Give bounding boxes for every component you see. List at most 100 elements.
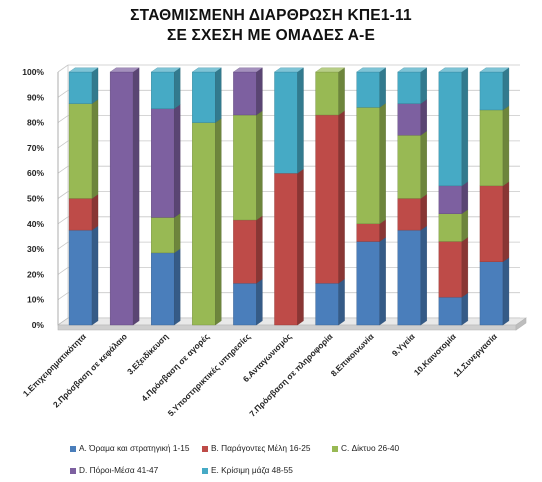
bar-stack — [397, 67, 428, 326]
bar-segment — [233, 114, 257, 221]
bar-stack — [68, 67, 99, 326]
bar-segment — [397, 198, 421, 231]
bar-segment-side — [132, 67, 140, 326]
bar-segment — [151, 217, 175, 254]
chart-title-line-1: ΣΤΑΘΜΙΣΜΕΝΗ ΔΙΑΡΘΡΩΣΗ ΚΠΕ1-11 — [130, 7, 412, 24]
bar-segment — [192, 122, 216, 326]
x-tick-label: 3.Εξειδίκευση — [125, 331, 170, 376]
y-tick-label: 20% — [27, 269, 44, 279]
y-tick-label: 80% — [27, 118, 44, 128]
x-tick-label: 4.Πρόσβαση σε αγορές — [139, 331, 211, 403]
legend-swatch — [70, 445, 76, 452]
legend-item: E. Κρίσιμη μάζα 48-55 — [202, 465, 293, 475]
bar-segment-top — [191, 67, 222, 73]
x-tick-label: 5.Υποστηρικτικές υπηρεσίες — [166, 331, 253, 418]
bar-segment-side — [91, 194, 99, 231]
bar-segment-side — [420, 194, 427, 231]
gridline-depth — [57, 165, 69, 174]
bar-segment-side — [215, 118, 222, 326]
bar-segment — [397, 103, 421, 136]
bar-segment — [356, 107, 380, 224]
legend-label: B. Παράγοντες Μέλη 16-25 — [211, 443, 311, 453]
bar-segment-top — [68, 67, 99, 73]
bar-segment-top — [274, 67, 304, 73]
y-tick-label: 40% — [27, 219, 44, 229]
bar-segment-side — [379, 237, 386, 326]
bar-segment — [68, 229, 93, 326]
y-tick-label: 50% — [27, 194, 44, 204]
bar-segment-side — [174, 248, 181, 326]
bar-segment — [479, 109, 504, 187]
y-tick-label: 0% — [32, 320, 45, 330]
bar-segment-top — [232, 67, 263, 73]
bar-segment — [151, 71, 175, 109]
bar-segment-side — [174, 67, 181, 109]
x-tick-label: 11.Συνεργασία — [451, 331, 499, 379]
bar-segment-side — [461, 181, 469, 214]
bar-segment-top — [479, 67, 510, 73]
bar-segment-side — [91, 99, 99, 199]
bar-segment — [151, 108, 175, 218]
legend-label: E. Κρίσιμη μάζα 48-55 — [211, 465, 293, 475]
legend-swatch — [202, 445, 208, 452]
bar-segment-side — [420, 225, 427, 326]
bar-segment — [68, 71, 93, 104]
x-tick-label: 9.Υγεία — [390, 331, 418, 359]
bar-stack — [479, 67, 510, 326]
bar-segment — [315, 283, 339, 326]
bar-segment-top — [438, 67, 469, 73]
gridline-depth — [57, 191, 69, 199]
bar-segment-side — [256, 110, 263, 221]
x-tick-label: 7.Πρόσβαση σε πληροφορία — [247, 331, 335, 419]
bar-segment-side — [256, 215, 263, 284]
bar-segment — [438, 241, 463, 298]
x-tick-label: 2.Πρόσβαση σε κεφάλαιο — [51, 331, 129, 409]
gridline-depth — [57, 267, 69, 275]
legend-swatch — [202, 467, 208, 474]
bar-segment — [356, 241, 380, 326]
bar-stack — [356, 67, 387, 326]
bar-segment-side — [338, 278, 345, 326]
gridline-depth — [57, 292, 69, 301]
bar-stack — [232, 67, 263, 326]
bar-segment — [192, 71, 216, 123]
legend-item: C. Δίκτυο 26-40 — [332, 443, 399, 453]
bar-segment-top — [315, 67, 346, 73]
bar-segment-side — [502, 67, 510, 111]
bar-segment-side — [338, 110, 345, 284]
bar-segment-side — [297, 67, 304, 174]
bar-segment — [315, 71, 339, 116]
bar-segment-side — [91, 67, 99, 104]
bar-segment — [68, 103, 93, 199]
bar-segment — [438, 213, 463, 242]
gridline-depth — [57, 140, 69, 149]
bar-stack — [438, 67, 469, 326]
legend-item: A. Όραμα και στρατηγική 1-15 — [70, 443, 189, 453]
x-tick-label: 8.Επικοινωνία — [329, 331, 377, 379]
gridline-depth — [57, 115, 69, 123]
legend-item: B. Παράγοντες Μέλη 16-25 — [202, 443, 311, 453]
bar-segment-side — [461, 209, 469, 242]
legend-label: C. Δίκτυο 26-40 — [341, 443, 400, 453]
bar-segment-top — [397, 67, 428, 73]
bar-stack — [150, 67, 181, 326]
bar-segment — [233, 71, 257, 116]
legend-item: D. Πόροι-Μέσα 41-47 — [70, 465, 158, 475]
bar-segment — [397, 135, 421, 199]
bar-segment — [356, 223, 380, 242]
bar-segment — [274, 172, 298, 326]
bar-segment — [109, 71, 134, 326]
bar-segment-top — [109, 67, 140, 73]
chart-floor-front — [57, 324, 517, 331]
bar-segment — [479, 71, 504, 111]
gridline-depth — [57, 89, 69, 98]
bar-segment — [151, 252, 175, 326]
bar-segment-side — [502, 105, 510, 187]
bar-segment-side — [420, 67, 427, 104]
legend-swatch — [332, 445, 338, 452]
bar-segment — [397, 71, 421, 104]
bar-segment — [397, 229, 421, 326]
bar-segment — [68, 198, 93, 231]
bar-segment — [356, 71, 380, 108]
